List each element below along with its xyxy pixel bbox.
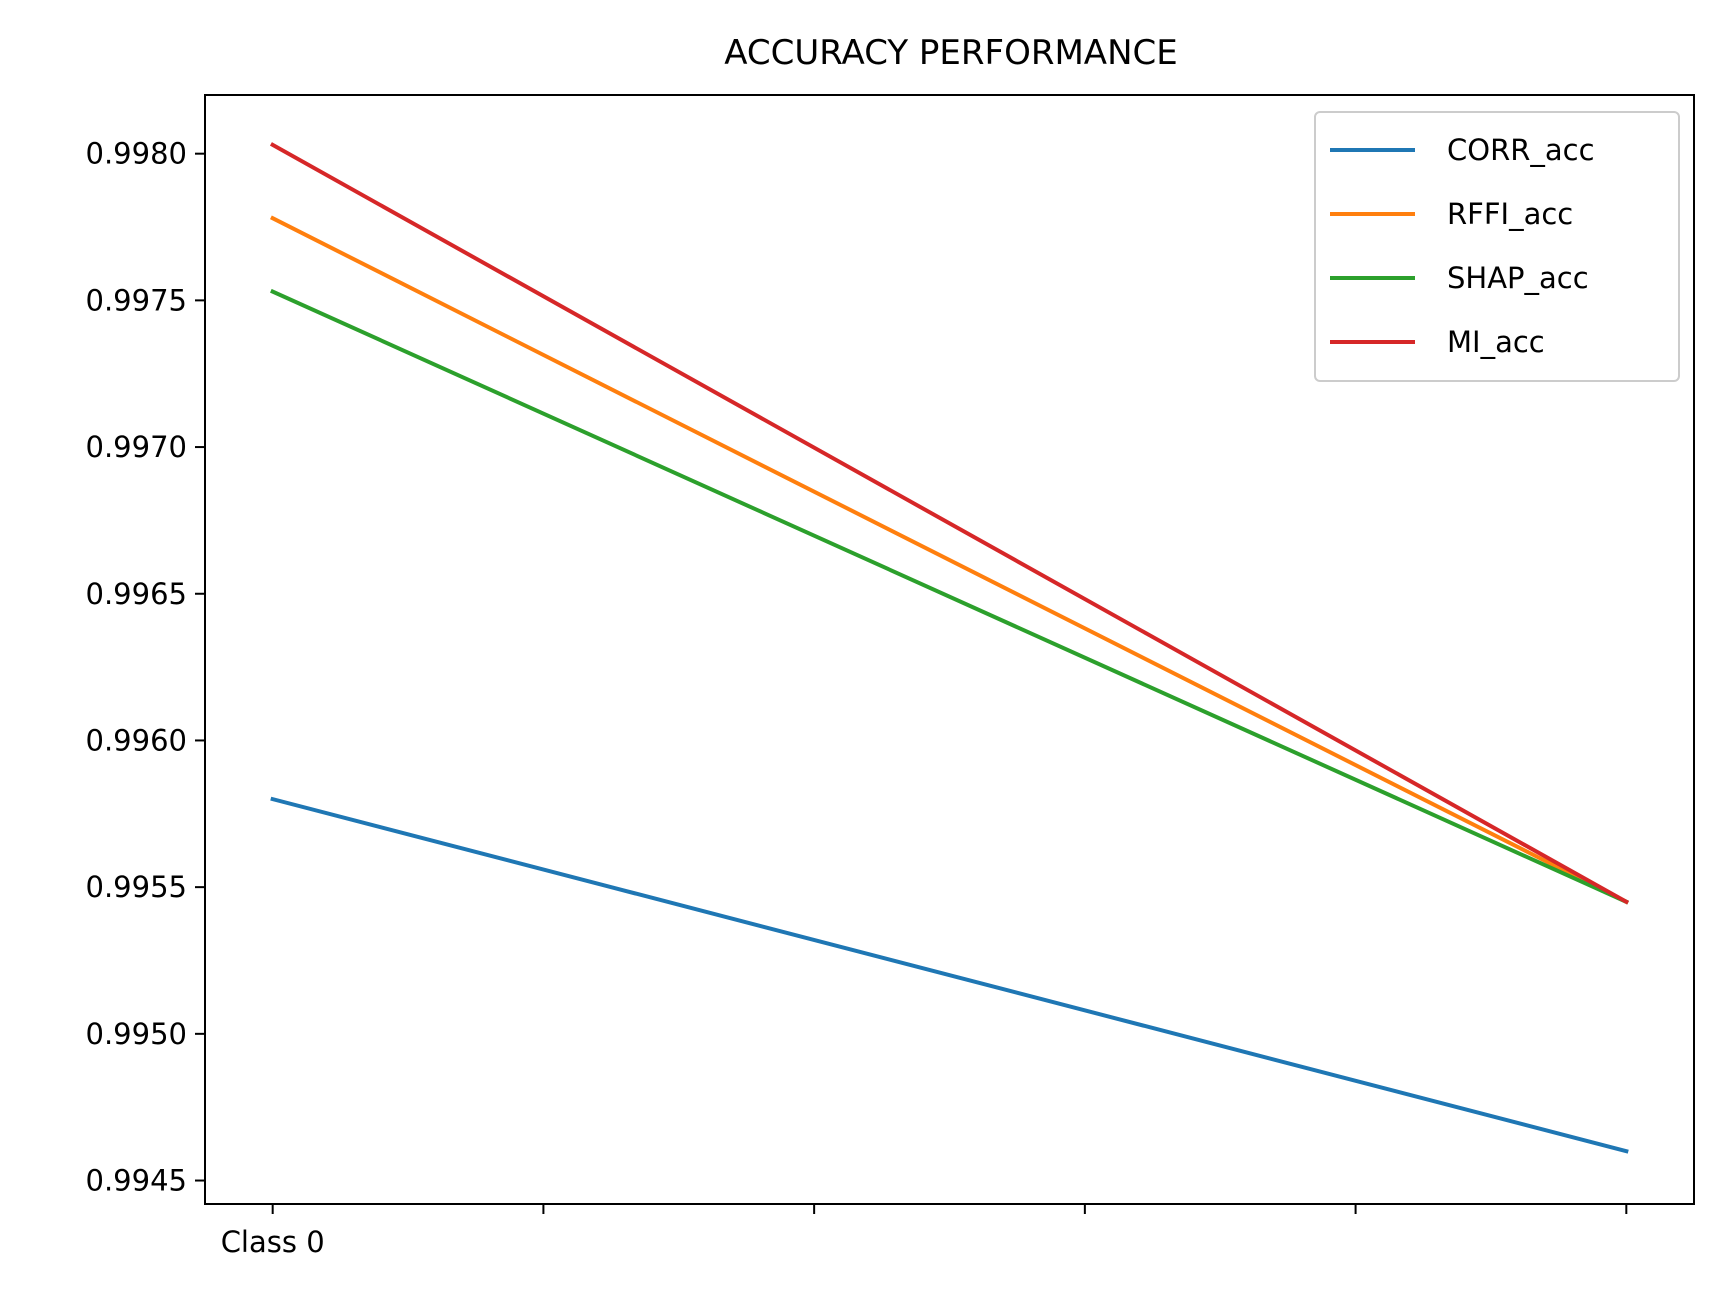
series-line-shap-acc [270, 288, 1629, 905]
y-tick-label: 0.9960 [86, 723, 187, 757]
y-tick-label: 0.9945 [86, 1164, 187, 1198]
series-line-mi-acc [269, 142, 1630, 905]
legend-label-shap-acc: SHAP_acc [1447, 261, 1589, 295]
series-line-rffi-acc [269, 215, 1630, 905]
y-tick-label: 0.9955 [86, 870, 187, 904]
chart-title: ACCURACY PERFORMANCE [724, 33, 1177, 73]
legend-label-corr-acc: CORR_acc [1447, 133, 1595, 167]
legend: CORR_acc RFFI_acc SHAP_acc MI_acc [1314, 111, 1680, 382]
y-tick-label: 0.9970 [86, 430, 187, 464]
series-line-corr-acc [270, 796, 1629, 1154]
x-tick-label: Class 0 [221, 1225, 325, 1259]
y-tick-label: 0.9980 [86, 137, 187, 171]
series-layer [269, 142, 1630, 1154]
plot-frame [204, 94, 1695, 1205]
legend-box [1314, 111, 1680, 382]
y-tick-label: 0.9975 [86, 283, 187, 317]
legend-label-rffi-acc: RFFI_acc [1447, 197, 1573, 231]
axes-layer: 0.9945 0.9950 0.9955 0.9960 0.9965 0.9970 0.99… [86, 94, 1695, 1259]
y-tick-label: 0.9950 [86, 1017, 187, 1051]
y-tick-label: 0.9965 [86, 577, 187, 611]
legend-label-mi-acc: MI_acc [1447, 325, 1545, 359]
